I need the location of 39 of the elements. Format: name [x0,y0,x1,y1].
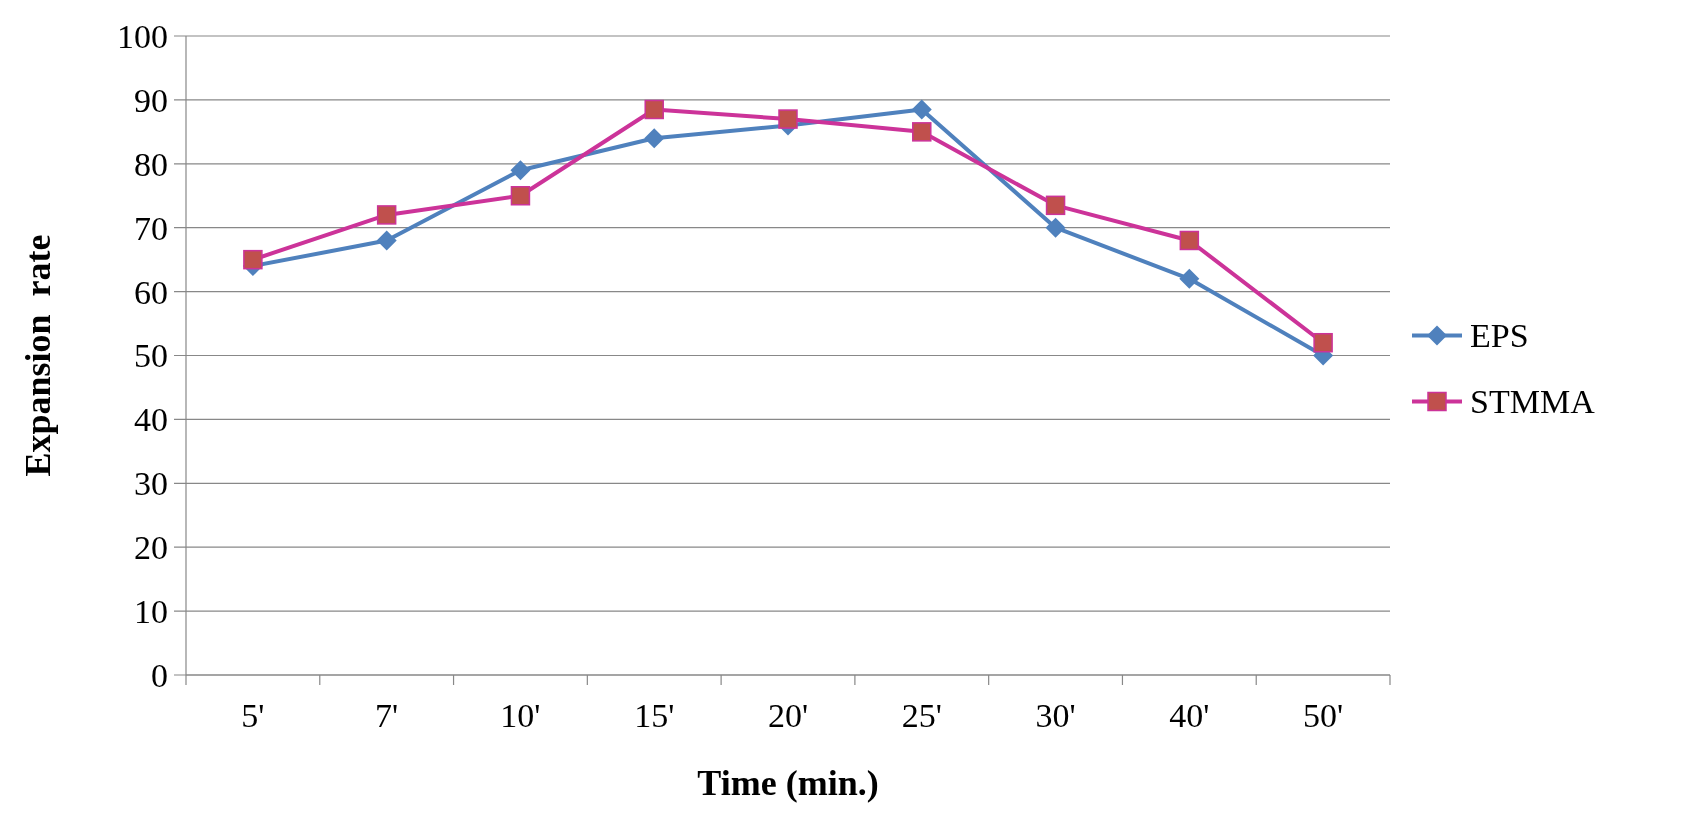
point [778,109,798,129]
point [376,205,397,225]
y-tick-label: 40 [134,401,168,439]
point [911,99,932,120]
point [1313,332,1333,353]
y-tick-label: 60 [134,273,168,311]
x-axis-title: Time (min.) [697,763,879,803]
point [510,160,531,181]
y-tick-label: 50 [134,337,168,375]
x-tick-label: 5' [241,697,265,734]
y-tick-label: 80 [134,145,168,183]
legend-label: STMMA [1470,383,1596,421]
y-tick-label: 20 [134,529,168,567]
x-tick-label: 50' [1303,697,1344,734]
y-tick-label: 0 [151,656,168,694]
x-tick-label: 10' [500,697,541,734]
y-tick-label: 90 [134,81,168,119]
x-tick-label: 7' [375,697,399,734]
y-tick-label: 30 [134,465,168,503]
point [1045,217,1066,238]
y-tick-label: 100 [117,17,168,55]
point [243,249,263,270]
point [510,186,531,206]
point [1045,195,1066,216]
x-tick-label: 30' [1035,697,1076,734]
point [1179,268,1200,289]
x-tick-label: 25' [901,697,942,734]
x-tick-label: 40' [1169,697,1210,734]
point [376,230,397,251]
point [644,99,664,120]
y-tick-label: 70 [134,209,168,247]
point [1179,230,1200,251]
point [912,122,932,142]
x-tick-label: 15' [634,697,675,734]
y-tick-label: 10 [134,593,168,630]
legend-label: EPS [1470,317,1529,355]
y-axis-title: Expansion rate [18,234,58,477]
x-tick-label: 20' [767,697,809,734]
point [644,128,665,149]
